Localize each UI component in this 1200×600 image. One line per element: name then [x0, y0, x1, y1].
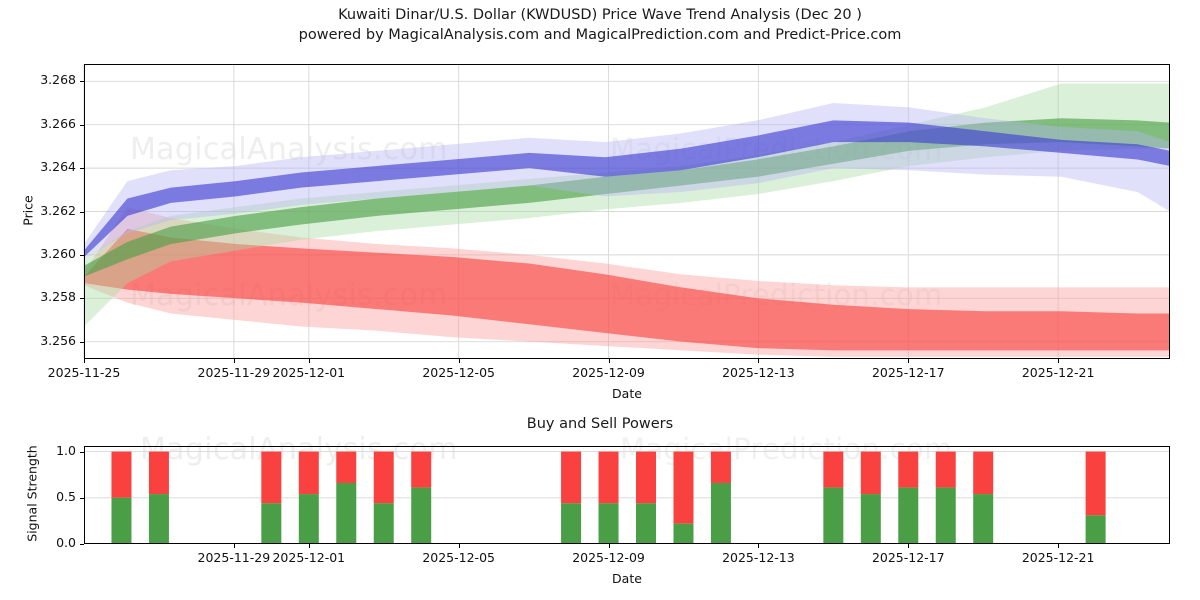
- x-tickmark: [308, 359, 310, 363]
- y-axis-tick-label: 3.258: [40, 289, 76, 305]
- signal-y-tick-label: 0.0: [56, 535, 76, 550]
- page-subtitle: powered by MagicalAnalysis.com and Magic…: [298, 26, 902, 43]
- signal-x-tick-label: 2025-12-21: [1021, 550, 1095, 565]
- price-y-axis-label: Price: [20, 194, 36, 226]
- x-axis-tick-label: 2025-12-17: [871, 365, 945, 380]
- x-axis-tick-label: 2025-12-13: [722, 365, 795, 380]
- x-tickmark: [1058, 359, 1060, 363]
- y-tickmark: [80, 544, 84, 546]
- y-tickmark: [80, 298, 84, 300]
- x-tickmark: [908, 359, 910, 363]
- y-axis-tick-label: 3.260: [40, 245, 76, 261]
- x-tickmark: [608, 359, 610, 363]
- y-tickmark: [80, 81, 84, 83]
- x-axis-tick-label: 2025-12-01: [272, 365, 346, 380]
- x-tickmark: [1058, 544, 1060, 548]
- chart-title-block: Kuwaiti Dinar/U.S. Dollar (KWDUSD) Price…: [0, 6, 1200, 45]
- x-axis-tick-label: 2025-11-25: [47, 365, 121, 380]
- x-tickmark: [308, 544, 310, 548]
- signal-x-tick-label: 2025-12-13: [722, 550, 795, 565]
- y-axis-tick-label: 3.264: [40, 159, 76, 175]
- price-x-axis-label: Date: [612, 386, 642, 401]
- x-axis-tick-label: 2025-11-29: [197, 365, 271, 380]
- y-tickmark: [80, 168, 84, 170]
- signal-y-tick-label: 1.0: [56, 442, 76, 458]
- signal-y-tick-label: 0.5: [56, 488, 76, 504]
- x-tickmark: [608, 544, 610, 548]
- x-tickmark: [84, 359, 86, 363]
- y-axis-tick-label: 3.268: [40, 72, 76, 88]
- x-tickmark: [458, 359, 460, 363]
- x-tickmark: [758, 544, 760, 548]
- y-tickmark: [80, 341, 84, 343]
- y-axis-tick-label: 3.262: [40, 202, 76, 218]
- x-axis-tick-label: 2025-12-05: [422, 365, 495, 380]
- page-title: Kuwaiti Dinar/U.S. Dollar (KWDUSD) Price…: [338, 7, 862, 23]
- price-chart-frame: [84, 64, 1170, 359]
- y-tickmark: [80, 497, 84, 499]
- x-tickmark: [233, 544, 235, 548]
- x-tickmark: [233, 359, 235, 363]
- y-tickmark: [80, 254, 84, 256]
- y-axis-tick-label: 3.266: [40, 115, 76, 131]
- x-tickmark: [908, 544, 910, 548]
- y-tickmark: [80, 124, 84, 126]
- y-axis-tick-label: 3.256: [40, 332, 76, 348]
- bar-chart-frame: [84, 446, 1170, 544]
- bar-chart-title: Buy and Sell Powers: [526, 416, 674, 432]
- signal-x-tick-label: 2025-12-09: [572, 550, 645, 565]
- y-tickmark: [80, 451, 84, 453]
- x-axis-tick-label: 2025-12-09: [572, 365, 645, 380]
- y-tickmark: [80, 211, 84, 213]
- x-axis-tick-label: 2025-12-21: [1021, 365, 1095, 380]
- signal-x-tick-label: 2025-11-29: [197, 550, 271, 565]
- x-tickmark: [458, 544, 460, 548]
- signal-x-axis-label: Date: [612, 571, 642, 586]
- signal-x-tick-label: 2025-12-17: [871, 550, 945, 565]
- x-tickmark: [758, 359, 760, 363]
- signal-y-axis-label: Signal Strength: [24, 445, 40, 542]
- signal-x-tick-label: 2025-12-05: [422, 550, 495, 565]
- signal-x-tick-label: 2025-12-01: [272, 550, 346, 565]
